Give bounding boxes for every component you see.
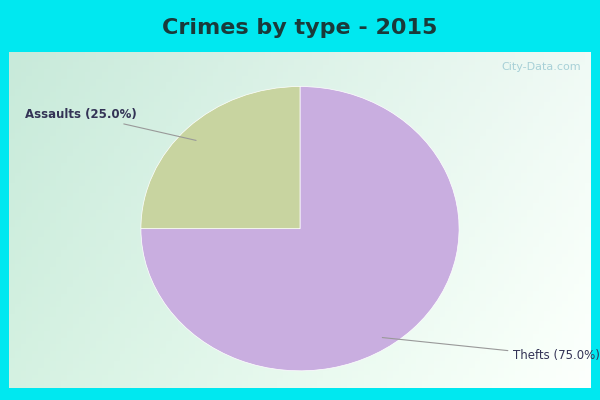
Text: Thefts (75.0%): Thefts (75.0%) bbox=[382, 338, 600, 362]
Wedge shape bbox=[141, 86, 459, 371]
Text: Crimes by type - 2015: Crimes by type - 2015 bbox=[163, 18, 437, 38]
Wedge shape bbox=[141, 86, 300, 229]
Text: Assaults (25.0%): Assaults (25.0%) bbox=[25, 108, 196, 140]
Text: City-Data.com: City-Data.com bbox=[502, 62, 581, 72]
